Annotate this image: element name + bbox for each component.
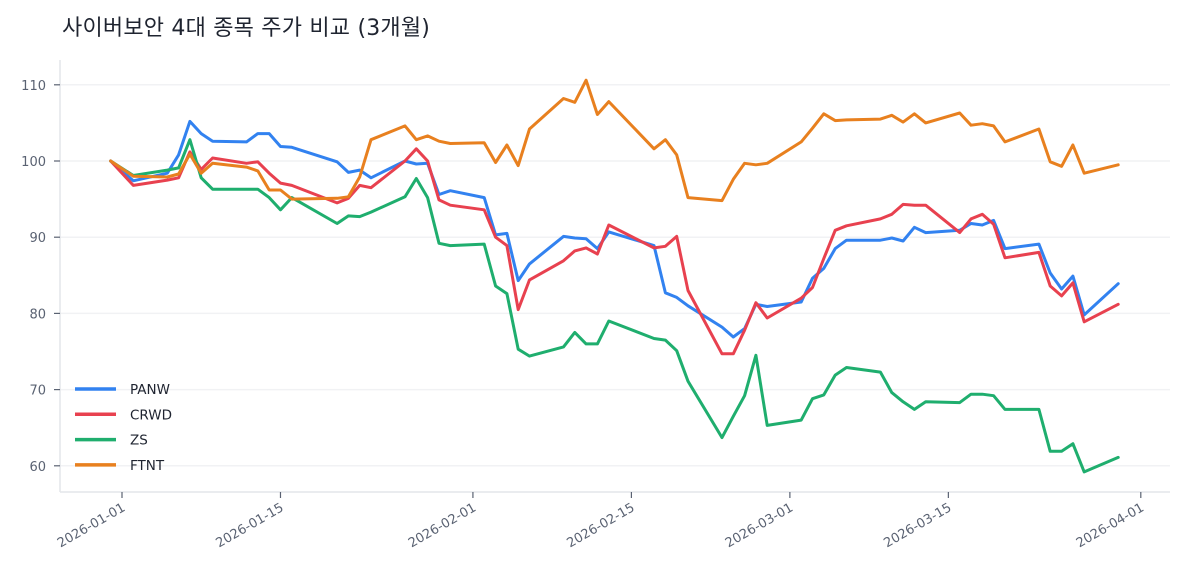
legend: PANW CRWD ZS FTNT [75,382,172,474]
x-tick-label: 2026-02-01 [406,500,479,551]
y-tick-label: 110 [21,79,46,94]
legend-label: FTNT [130,458,165,474]
x-tick-label: 2026-01-15 [214,500,287,551]
x-tick-label: 2026-01-01 [55,500,128,551]
legend-label: PANW [130,382,170,398]
gridlines [60,84,1170,467]
legend-label: CRWD [130,407,172,423]
x-tick-label: 2026-03-15 [881,500,954,551]
y-tick-label: 80 [29,307,46,322]
chart-title: 사이버보안 4대 종목 주가 비교 (3개월) [62,16,431,41]
series-line-crwd [109,147,1120,356]
legend-label: ZS [130,433,148,449]
y-tick-label: 70 [29,384,46,399]
y-tick-label: 60 [29,460,46,475]
axes-frame [59,60,1170,493]
series-line-zs [109,138,1120,474]
y-axis-ticks: 60 70 80 90 100 110 [21,79,60,475]
series-lines [109,78,1120,474]
y-tick-label: 100 [21,155,46,170]
series-line-ftnt [109,78,1120,203]
x-tick-label: 2026-02-15 [564,500,637,551]
y-tick-label: 90 [29,231,46,246]
x-axis-ticks: 2026-01-01 2026-01-15 2026-02-01 2026-02-15… [55,492,1147,551]
x-tick-label: 2026-04-01 [1074,500,1147,551]
x-tick-label: 2026-03-01 [723,500,796,551]
